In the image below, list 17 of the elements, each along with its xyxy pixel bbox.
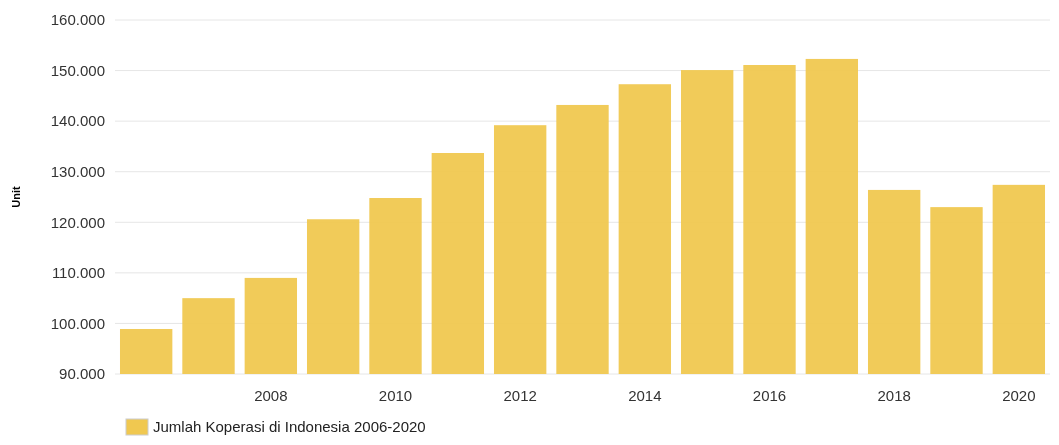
- y-axis-title: Unit: [10, 185, 22, 208]
- x-tick-label: 2008: [254, 387, 288, 404]
- x-tick-label: 2014: [628, 387, 662, 404]
- legend-label: Jumlah Koperasi di Indonesia 2006-2020: [153, 418, 426, 436]
- x-tick-label: 2018: [877, 387, 911, 404]
- y-tick-label: 90.000: [59, 365, 105, 383]
- y-tick-label: 150.000: [50, 61, 105, 79]
- y-tick-label: 130.000: [50, 162, 105, 180]
- x-tick-label: 2012: [503, 387, 537, 404]
- y-tick-label: 160.000: [50, 11, 105, 29]
- x-tick-label: 2010: [378, 387, 413, 404]
- y-tick-label: 140.000: [50, 112, 105, 130]
- y-tick-label: 100.000: [50, 314, 105, 332]
- x-tick-label: 2020: [1002, 387, 1036, 404]
- x-tick-label: 2016: [752, 387, 787, 404]
- y-tick-label: 120.000: [50, 213, 105, 231]
- y-tick-label: 110.000: [51, 264, 105, 282]
